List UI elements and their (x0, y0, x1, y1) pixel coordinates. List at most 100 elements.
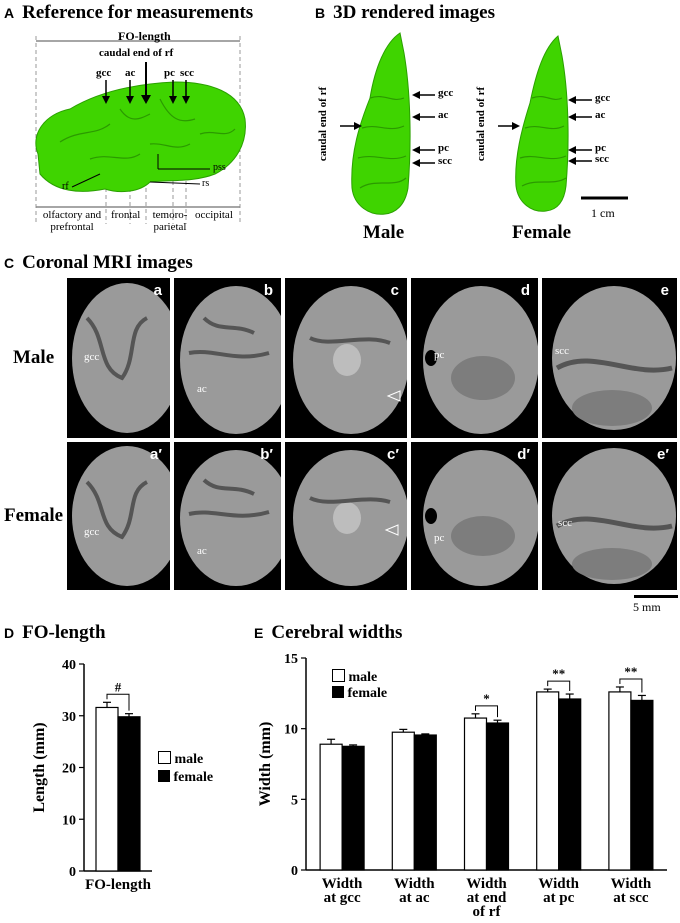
panel-heading: Cerebral widths (271, 622, 403, 643)
mri-image: d pc (411, 278, 538, 438)
legend-label: female (347, 686, 388, 701)
x-tick-label: Width (394, 876, 435, 892)
x-tick-label: Width (538, 876, 579, 892)
bar-male (608, 691, 632, 871)
bar-male (391, 731, 415, 871)
significance-mark: ** (624, 664, 637, 679)
legend-female-e: female (332, 686, 387, 702)
mri-tag: gcc (84, 526, 100, 538)
legend-male-e: male (332, 669, 377, 686)
y-tick-label: 10 (62, 813, 76, 828)
x-tick-label: at gcc (324, 890, 361, 906)
c-scale-label: 5 mm (633, 600, 661, 614)
bar-male (319, 743, 343, 871)
panel-heading: Reference for measurements (22, 2, 254, 23)
row-label-male: Male (13, 347, 55, 368)
mri-index: e (660, 282, 669, 299)
b-male-scc: scc (438, 155, 453, 167)
male-hemisphere (351, 32, 411, 215)
mri-image: c′ (285, 442, 407, 590)
legend-male-d: male (158, 751, 203, 768)
mri-index: c′ (387, 446, 399, 463)
significance-bracket (106, 693, 130, 711)
fo-length-chart: 0 10 20 30 40 Length (mm) # FO-length (31, 658, 152, 893)
mri-image: e′ scc (542, 442, 677, 590)
panel-letter: E (254, 625, 264, 641)
legend-swatch (158, 770, 170, 782)
region-frontal: frontal (111, 209, 141, 221)
b-male-ac: ac (438, 109, 449, 121)
row-label-female: Female (4, 505, 64, 526)
panel-letter: C (4, 255, 15, 271)
marker-scc: scc (180, 67, 195, 79)
mri-tag: pc (434, 532, 445, 544)
y-axis-label: Length (mm) (31, 722, 48, 812)
panel-c-title: C Coronal MRI images (4, 252, 193, 274)
brain-lateral-view (35, 81, 246, 193)
y-tick-label: 40 (62, 658, 76, 673)
y-tick-label: 30 (62, 710, 76, 725)
panel-a-title: A Reference for measurements (4, 2, 253, 24)
mri-tag: gcc (84, 351, 100, 363)
mri-index: a′ (150, 446, 162, 463)
mri-index: b′ (260, 446, 273, 463)
legend-swatch (332, 669, 345, 682)
b-female-gcc: gcc (595, 92, 611, 104)
caudal-end-label: caudal end of rf (99, 47, 174, 59)
panel-heading: 3D rendered images (333, 2, 495, 23)
label-pss: pss (213, 162, 226, 173)
legend-label: female (173, 770, 214, 785)
mri-index: b (263, 282, 273, 299)
panel-a-figure (35, 36, 246, 224)
panel-letter: D (4, 625, 15, 641)
mri-index: c (390, 282, 399, 299)
significance-mark: * (483, 691, 490, 706)
bar-female (558, 698, 582, 871)
y-axis-label: Width (mm) (257, 722, 274, 807)
x-tick-label: of rf (473, 904, 502, 920)
y-tick-label: 10 (284, 723, 298, 738)
bar-female (341, 745, 365, 871)
b-male-label: Male (363, 222, 405, 243)
b-scale-label: 1 cm (591, 206, 615, 220)
region-temoro-parietal: temoro-parietal (152, 209, 188, 233)
bar-female (413, 734, 437, 871)
mri-index: a (153, 282, 162, 299)
mri-image: b′ ac (174, 442, 281, 590)
region-occipital: occipital (195, 209, 233, 221)
b-female-ac: ac (595, 109, 606, 121)
female-hemisphere (515, 35, 569, 212)
mri-tag: pc (434, 349, 445, 361)
bar-female (117, 716, 141, 872)
label-rs: rs (202, 178, 210, 189)
legend-label: male (174, 752, 204, 767)
panel-e-title: E Cerebral widths (254, 622, 402, 644)
y-tick-label: 15 (284, 652, 298, 667)
x-tick-label: Width (322, 876, 363, 892)
bar-female (485, 722, 510, 871)
mri-index: e′ (657, 446, 669, 463)
marker-pc: pc (164, 67, 175, 79)
significance-bracket (547, 680, 571, 692)
mri-tag: ac (197, 545, 207, 557)
panel-b-title: B 3D rendered images (315, 2, 495, 24)
mri-image: e scc (542, 278, 677, 438)
panel-d-title: D FO-length (4, 622, 106, 644)
marker-ac: ac (125, 67, 136, 79)
panel-letter: A (4, 5, 15, 21)
y-tick-label: 20 (62, 762, 76, 777)
male-caudal-label: caudal end of rf (317, 86, 330, 162)
bar-male (463, 717, 488, 871)
bar-male (95, 706, 119, 872)
region-olfactory: olfactory and prefrontal (42, 209, 102, 233)
y-tick-label: 0 (69, 865, 76, 880)
x-tick-label: at ac (399, 890, 430, 906)
mri-index: d′ (517, 446, 530, 463)
panel-b-figure (340, 32, 628, 215)
mri-tag: ac (197, 383, 207, 395)
legend-swatch (158, 751, 171, 764)
x-tick-label: FO-length (85, 877, 151, 893)
y-tick-label: 5 (291, 793, 298, 808)
mri-tag: scc (555, 345, 570, 357)
